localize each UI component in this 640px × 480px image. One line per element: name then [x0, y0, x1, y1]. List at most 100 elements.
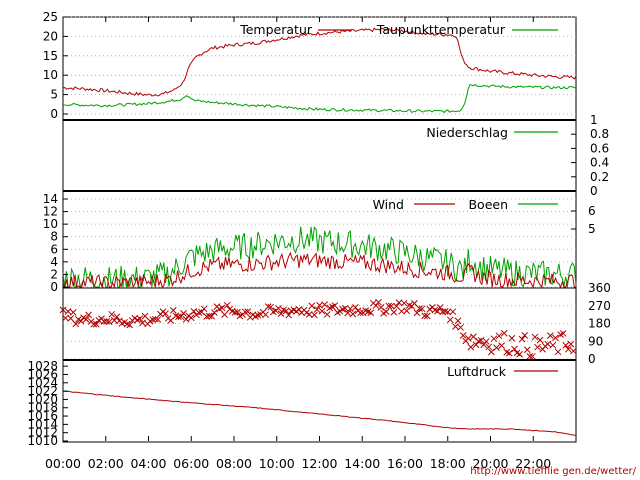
- direction-marker: [203, 313, 210, 320]
- direction-marker: [411, 299, 418, 307]
- x-tick-label: 16:00: [387, 456, 423, 471]
- direction-marker: [136, 315, 144, 322]
- direction-marker: [449, 308, 457, 316]
- y-right-tick-label: 0.8: [590, 127, 609, 141]
- direction-marker: [505, 349, 513, 357]
- legend-label-boeen: Boeen: [468, 197, 508, 212]
- x-tick-label: 00:00: [45, 456, 81, 471]
- direction-marker: [372, 302, 380, 309]
- direction-marker: [493, 344, 500, 351]
- direction-marker: [536, 336, 544, 344]
- legend-label-luftdruck: Luftdruck: [447, 364, 507, 379]
- axis-ticks: 00:00 02:00 04:00 06:00 08:00 10:00 12:00 14:00…: [27, 10, 610, 471]
- legend-label-wind: Wind: [373, 197, 404, 212]
- series-line-temperatur: [62, 27, 577, 97]
- direction-marker: [531, 333, 539, 341]
- y-tick-label: 1010: [27, 434, 58, 448]
- x-tick-label: 18:00: [430, 456, 466, 471]
- legend-precipitation: Niederschlag: [426, 125, 558, 140]
- y-tick-label: 25: [43, 10, 58, 24]
- direction-marker: [490, 335, 498, 343]
- direction-marker: [416, 305, 423, 312]
- direction-marker: [277, 310, 285, 317]
- y-tick-label: 1028: [27, 359, 58, 373]
- direction-marker: [357, 309, 364, 317]
- direction-marker: [190, 308, 198, 315]
- x-tick-label: 14:00: [344, 456, 380, 471]
- x-tick-label: 06:00: [173, 456, 209, 471]
- y-tick-label: 2: [50, 267, 58, 281]
- direction-marker: [552, 334, 559, 342]
- direction-marker: [377, 303, 385, 311]
- direction-marker: [421, 312, 429, 320]
- direction-marker: [393, 302, 400, 310]
- direction-marker: [564, 345, 572, 353]
- y-right-tick-label: 360: [588, 281, 611, 295]
- direction-marker: [523, 346, 531, 354]
- direction-marker: [218, 304, 226, 312]
- y-tick-label: 10: [43, 68, 58, 82]
- direction-marker: [423, 312, 431, 320]
- direction-marker: [169, 306, 177, 314]
- direction-marker: [92, 320, 100, 328]
- y-tick-label: 12: [43, 205, 58, 219]
- direction-marker: [441, 308, 449, 315]
- y-tick-label: 6: [50, 242, 58, 256]
- y-tick-label: 1022: [27, 384, 58, 398]
- direction-marker: [511, 345, 518, 353]
- direction-marker: [241, 308, 249, 316]
- series-line-taupunkttemperatur: [62, 83, 577, 114]
- legend-label-temperatur: Temperatur: [239, 22, 313, 37]
- direction-marker: [544, 340, 552, 348]
- direction-marker: [500, 329, 508, 337]
- direction-marker: [352, 303, 359, 311]
- y-right-tick-label: 90: [588, 334, 603, 348]
- y-right-tick-label: 270: [588, 299, 611, 313]
- direction-marker: [90, 320, 98, 328]
- direction-marker: [331, 302, 339, 309]
- direction-marker: [275, 304, 282, 312]
- direction-marker: [367, 309, 375, 317]
- legend-wind: Wind Boeen: [373, 197, 558, 212]
- direction-marker: [231, 309, 239, 316]
- direction-marker: [570, 347, 577, 355]
- direction-marker: [139, 319, 146, 327]
- direction-marker: [141, 312, 149, 320]
- direction-marker: [105, 318, 113, 326]
- direction-marker: [210, 309, 218, 316]
- direction-marker: [180, 309, 187, 317]
- direction-marker: [285, 311, 293, 319]
- direction-marker: [308, 302, 316, 310]
- legend-temperature: Temperatur Taupunkttemperatur: [239, 22, 558, 37]
- direction-marker: [375, 298, 382, 306]
- direction-marker: [321, 301, 328, 308]
- direction-marker: [103, 318, 110, 325]
- direction-marker: [444, 308, 452, 316]
- y-tick-label: 1026: [27, 367, 58, 381]
- direction-marker: [439, 308, 446, 316]
- direction-marker: [318, 307, 326, 315]
- direction-marker: [64, 308, 72, 315]
- direction-marker: [177, 313, 185, 321]
- direction-marker: [62, 314, 69, 322]
- y-right-tick-label: 180: [588, 317, 611, 331]
- direction-marker: [175, 313, 182, 321]
- direction-marker: [452, 323, 459, 330]
- direction-marker: [200, 305, 208, 313]
- direction-marker: [464, 335, 472, 342]
- direction-marker: [264, 303, 272, 310]
- legend-pressure: Luftdruck: [447, 364, 558, 379]
- direction-marker: [482, 338, 490, 345]
- direction-marker: [521, 331, 529, 339]
- direction-marker: [498, 342, 505, 349]
- y-tick-label: 0: [50, 107, 58, 121]
- x-tick-label: 02:00: [88, 456, 124, 471]
- y-tick-label: 5: [50, 88, 58, 102]
- credit-link[interactable]: http://www.tiefflie gen.de/wetter/: [470, 466, 636, 477]
- y-tick-label: 10: [43, 217, 58, 231]
- direction-marker: [529, 353, 536, 360]
- direction-marker: [323, 311, 331, 318]
- direction-marker: [85, 311, 93, 319]
- direction-marker: [77, 317, 85, 325]
